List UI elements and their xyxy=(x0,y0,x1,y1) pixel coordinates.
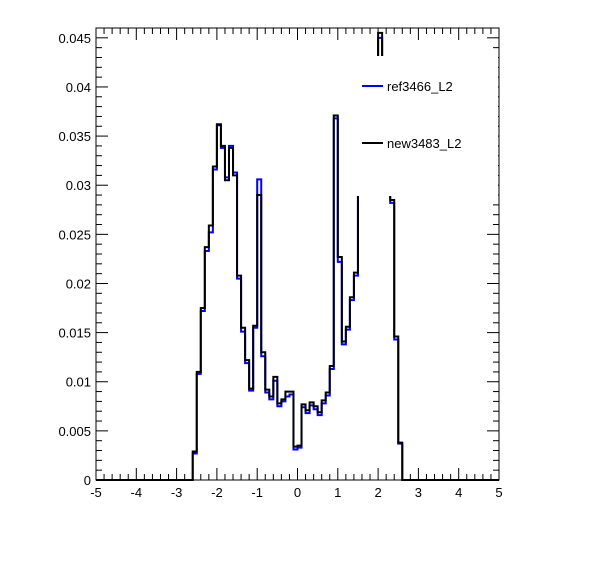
x-tick-label: 2 xyxy=(374,485,381,500)
y-tick-label: 0.015 xyxy=(58,326,91,341)
axis-tick-labels: -5 -4 -3 -2 -1 0 1 2 3 4 5 0 0.005 0.01 0.015 0.02 0.025… xyxy=(58,31,502,500)
x-tick-label: -3 xyxy=(171,485,183,500)
x-tick-label: 4 xyxy=(455,485,462,500)
x-tick-label: -5 xyxy=(90,485,102,500)
y-tick-label: 0.025 xyxy=(58,227,91,242)
x-tick-label: -4 xyxy=(131,485,143,500)
y-tick-label: 0.03 xyxy=(66,178,91,193)
legend-box xyxy=(356,56,498,196)
y-tick-label: 0.035 xyxy=(58,129,91,144)
x-tick-label: 5 xyxy=(495,485,502,500)
y-tick-label: 0.005 xyxy=(58,424,91,439)
legend-label: new3483_L2 xyxy=(387,136,461,151)
y-tick-label: 0.01 xyxy=(66,375,91,390)
legend-label: ref3466_L2 xyxy=(387,79,453,94)
y-tick-label: 0.045 xyxy=(58,31,91,46)
x-tick-label: 1 xyxy=(334,485,341,500)
y-tick-label: 0 xyxy=(84,473,91,488)
legend: ref3466_L2 new3483_L2 xyxy=(356,56,498,196)
x-tick-label: 0 xyxy=(294,485,301,500)
x-tick-label: 3 xyxy=(415,485,422,500)
x-tick-label: -1 xyxy=(251,485,263,500)
y-tick-label: 0.02 xyxy=(66,276,91,291)
x-tick-label: -2 xyxy=(211,485,223,500)
plot-frame xyxy=(95,27,500,481)
y-tick-label: 0.04 xyxy=(66,80,91,95)
